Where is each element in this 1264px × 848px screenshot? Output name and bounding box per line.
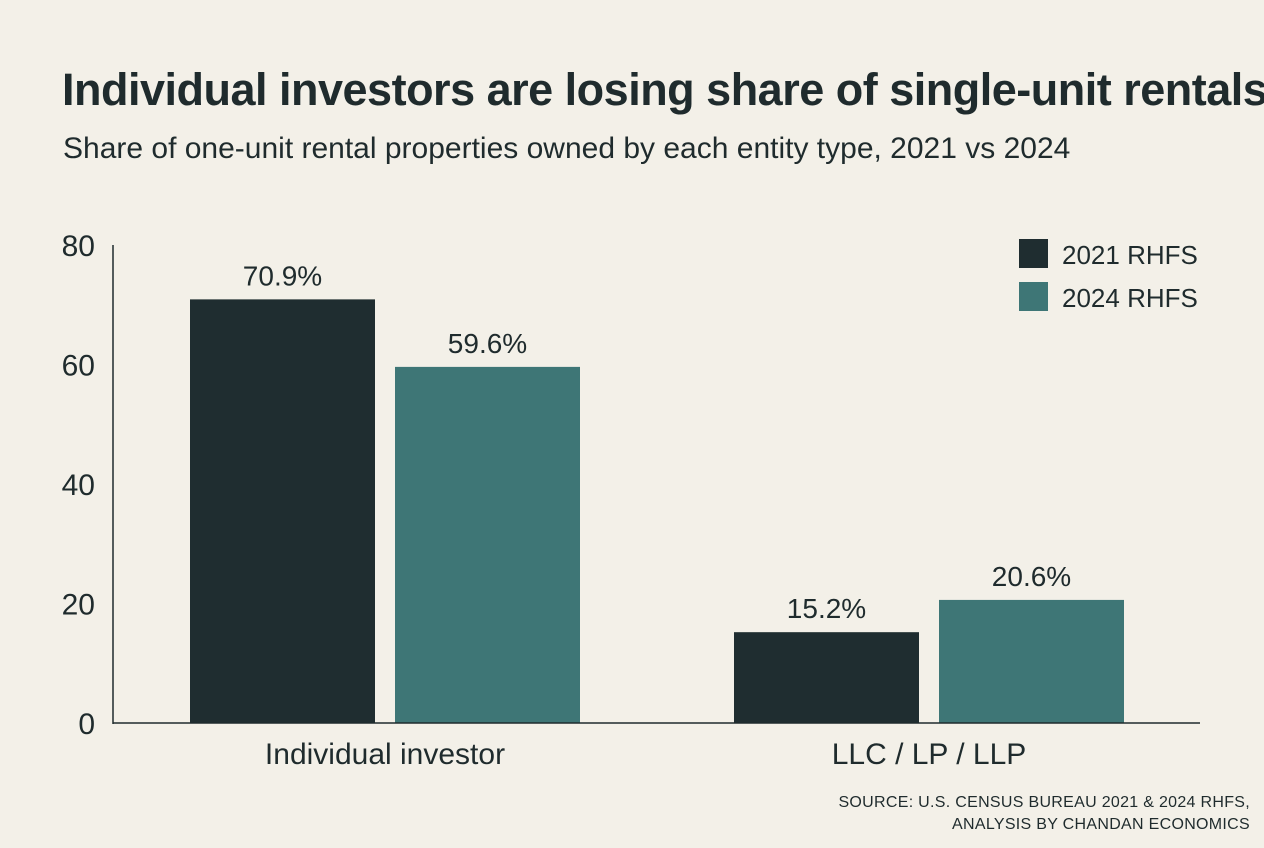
- bar: [395, 366, 580, 723]
- y-tick-label: 80: [62, 230, 95, 263]
- source-line-1: SOURCE: U.S. CENSUS BUREAU 2021 & 2024 R…: [838, 794, 1250, 811]
- source-line-2: ANALYSIS BY CHANDAN ECONOMICS: [952, 816, 1250, 833]
- legend-label: 2024 RHFS: [1062, 283, 1198, 313]
- bar: [190, 299, 375, 723]
- chart-title: Individual investors are losing share of…: [62, 64, 1264, 115]
- x-category-label: Individual investor: [265, 738, 505, 771]
- y-tick-label: 0: [78, 708, 95, 741]
- bar: [734, 632, 919, 723]
- legend-swatch: [1019, 282, 1048, 311]
- y-tick-label: 40: [62, 469, 95, 502]
- source-note: SOURCE: U.S. CENSUS BUREAU 2021 & 2024 R…: [838, 792, 1250, 836]
- y-tick-label: 20: [62, 589, 95, 622]
- legend-label: 2021 RHFS: [1062, 240, 1198, 270]
- x-category-label: LLC / LP / LLP: [832, 738, 1027, 771]
- bar: [939, 599, 1124, 723]
- bar-value-label: 59.6%: [448, 328, 527, 359]
- legend-swatch: [1019, 239, 1048, 268]
- bar-value-label: 20.6%: [992, 561, 1071, 592]
- bar-value-label: 15.2%: [787, 593, 866, 624]
- bar-value-label: 70.9%: [243, 260, 322, 291]
- y-tick-label: 60: [62, 350, 95, 383]
- chart-subtitle: Share of one-unit rental properties owne…: [63, 132, 1071, 165]
